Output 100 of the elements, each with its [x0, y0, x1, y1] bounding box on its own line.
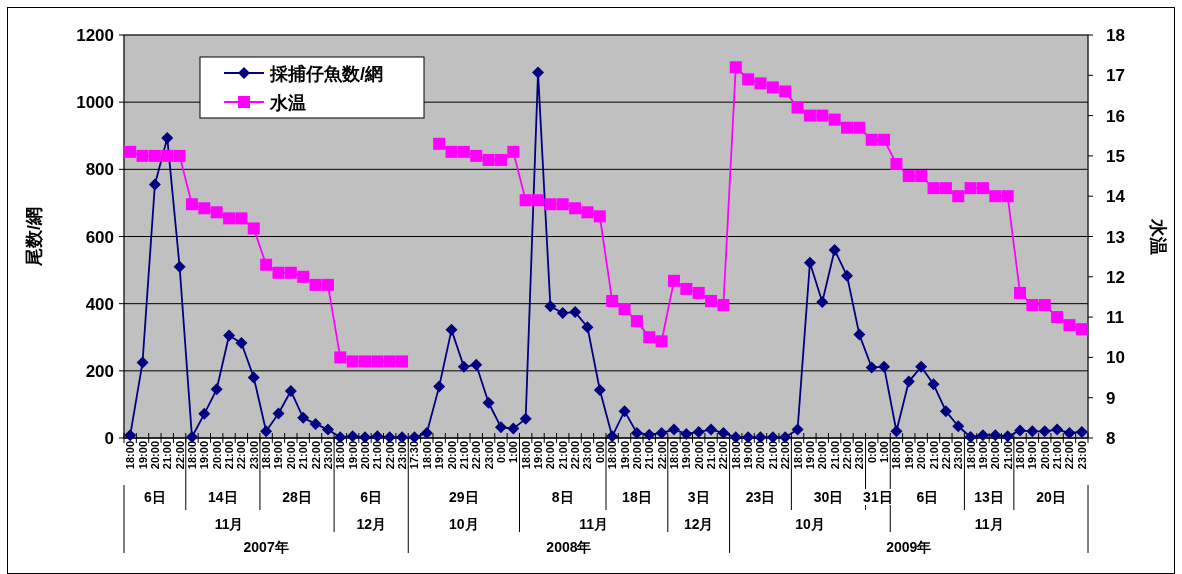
y2-tick-label: 11 — [1106, 308, 1124, 328]
x-tick-label: 22:00 — [173, 441, 186, 470]
text: 2009年 — [886, 539, 932, 555]
x-tick-label: 18:00 — [420, 441, 433, 470]
y2-axis-title: 水温 — [1148, 217, 1168, 255]
x-tick-label: 21:00 — [556, 441, 569, 470]
text: 31日 — [863, 489, 893, 505]
x-tick-label: 21:00 — [223, 441, 236, 470]
x-tick-label: 22:00 — [235, 441, 248, 470]
x-tick-label: 20:00 — [754, 441, 767, 470]
y-tick-label: 600 — [85, 227, 114, 247]
y2-tick-label: 15 — [1106, 146, 1125, 166]
x-tick-label: 21:00 — [297, 441, 310, 470]
x-tick-label: 20:00 — [630, 441, 643, 470]
text: 8日 — [551, 489, 574, 505]
text: 20日 — [1036, 489, 1066, 505]
y2-tick-label: 14 — [1106, 187, 1126, 207]
x-tick-label: 0:00 — [593, 441, 606, 464]
x-tick-label: 22:00 — [655, 441, 668, 470]
x-tick-label: 19:00 — [680, 441, 693, 470]
x-tick-label: 18:00 — [519, 441, 532, 470]
x-tick-label: 22:00 — [841, 441, 853, 470]
x-tick-label: 0:00 — [865, 441, 878, 464]
x-tick-label: 19:00 — [272, 441, 285, 470]
x-tick-label: 18:00 — [606, 441, 619, 470]
y2-tick-label: 8 — [1106, 429, 1116, 448]
y2-tick-label: 12 — [1106, 267, 1125, 287]
text: 6日 — [144, 489, 166, 505]
x-tick-label: 21:00 — [643, 441, 656, 470]
x-tick-label: 23:00 — [482, 441, 495, 470]
x-tick-label: 0:00 — [494, 441, 507, 464]
x-tick-label: 19:00 — [618, 441, 631, 470]
x-tick-label: 19:00 — [902, 441, 915, 470]
x-tick-label: 19:00 — [1026, 441, 1039, 470]
x-tick-label: 21:00 — [828, 441, 841, 470]
y-tick-label: 0 — [104, 429, 114, 448]
text: 3日 — [687, 489, 710, 505]
text: 10月 — [449, 516, 479, 532]
x-tick-label: 20:00 — [445, 441, 458, 470]
x-tick-label: 17:30 — [408, 441, 421, 470]
y2-tick-label: 17 — [1106, 66, 1125, 86]
x-tick-label: 18:00 — [729, 441, 742, 470]
text: 2008年 — [546, 539, 592, 555]
x-tick-label: 22:00 — [939, 441, 952, 470]
text: 11月 — [214, 516, 244, 532]
x-tick-label: 21:00 — [927, 441, 940, 470]
x-tick-label: 20:00 — [989, 441, 1002, 470]
x-tick-label: 22:00 — [1063, 441, 1076, 470]
x-tick-label: 23:00 — [247, 441, 260, 470]
x-tick-label: 19:00 — [346, 441, 359, 470]
x-tick-label: 19:00 — [976, 441, 989, 470]
x-tick-label: 22:00 — [309, 441, 322, 470]
x-tick-label: 21:00 — [161, 441, 174, 470]
text: 28日 — [282, 489, 312, 505]
x-tick-label: 21:00 — [766, 441, 779, 470]
x-tick-label: 1:00 — [507, 441, 520, 464]
y2-tick-label: 9 — [1106, 388, 1116, 408]
x-tick-label: 19:00 — [198, 441, 211, 470]
x-tick-label: 23:00 — [952, 441, 965, 470]
legend-label: 水温 — [269, 93, 306, 113]
x-tick-label: 21:00 — [705, 441, 718, 470]
x-tick-label: 20:00 — [544, 441, 557, 470]
text: 12月 — [356, 516, 386, 532]
text: 11月 — [974, 516, 1004, 532]
text: 18日 — [622, 489, 652, 505]
x-tick-label: 1:00 — [878, 441, 891, 464]
y-tick-label: 200 — [85, 361, 114, 381]
x-tick-label: 20:00 — [210, 441, 223, 470]
text: 13日 — [974, 489, 1004, 505]
x-tick-label: 20:00 — [148, 441, 161, 470]
x-tick-label: 20:00 — [816, 441, 829, 470]
y2-tick-label: 13 — [1106, 227, 1125, 247]
x-tick-label: 18:00 — [124, 441, 137, 470]
y2-tick-label: 10 — [1106, 348, 1125, 368]
y-axis-title: 尾数/網 — [24, 206, 44, 268]
x-tick-label: 19:00 — [532, 441, 545, 470]
x-tick-label: 18:00 — [667, 441, 680, 470]
x-tick-label: 20:00 — [1038, 441, 1051, 470]
y-tick-label: 400 — [85, 294, 114, 314]
x-tick-label: 22:00 — [569, 441, 582, 470]
x-tick-label: 19:00 — [803, 441, 816, 470]
x-tick-label: 18:00 — [334, 441, 347, 470]
x-tick-label: 18:00 — [185, 441, 198, 470]
text: 30日 — [813, 489, 844, 505]
x-tick-label: 19:00 — [742, 441, 755, 470]
x-tick-label: 20:00 — [915, 441, 928, 470]
x-tick-label: 21:00 — [457, 441, 470, 470]
x-tick-label: 23:00 — [321, 441, 334, 470]
x-tick-label: 20:00 — [692, 441, 705, 470]
text: 14日 — [208, 489, 238, 505]
text: 12月 — [683, 516, 714, 532]
x-tick-label: 22:00 — [470, 441, 483, 470]
text: 2007年 — [243, 539, 289, 555]
y-tick-label: 800 — [85, 160, 114, 180]
x-tick-label: 21:00 — [1001, 441, 1014, 470]
x-tick-label: 18:00 — [964, 441, 977, 470]
x-tick-label: 23:00 — [396, 441, 409, 470]
y-tick-label: 1000 — [76, 93, 114, 113]
text: 6日 — [916, 489, 939, 505]
y2-tick-label: 16 — [1106, 106, 1125, 126]
